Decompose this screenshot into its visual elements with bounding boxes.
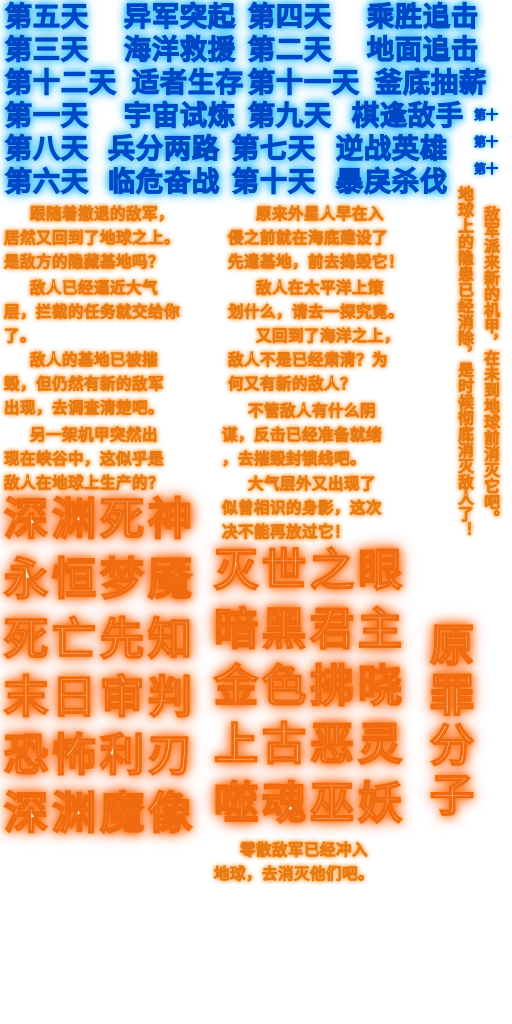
stage-title-day6: 第六天 bbox=[4, 167, 89, 198]
boss-name-world-eye: 灭世之眼 bbox=[213, 545, 406, 597]
story-p4-line2: 划什么，请去一探究竟。 bbox=[228, 303, 405, 322]
story-p7-line3: ，去摧毁封锁线吧。 bbox=[222, 450, 367, 469]
story-p10-line1: 零散敌军已经冲入 bbox=[240, 841, 369, 860]
boss-name-ancient-evil: 上古恶灵 bbox=[213, 719, 406, 771]
story-vertical-1: 敌军派来新的机甲，在未到地球前消灭它吧。 bbox=[482, 206, 501, 527]
stage-fragment-2: 第十 bbox=[474, 135, 499, 149]
stage-name-day4: 乘胜追击 bbox=[366, 2, 479, 33]
stage-name-day5: 异军突起 bbox=[123, 2, 236, 33]
stage-name-day7: 逆战英雄 bbox=[335, 134, 448, 165]
stage-name-day12: 适者生存 bbox=[131, 68, 244, 99]
story-p3-line3: 了。 bbox=[4, 327, 37, 346]
story-p2-line2: 侵之前就在海底建设了 bbox=[228, 229, 389, 248]
stage-name-day11: 釜底抽薪 bbox=[374, 68, 487, 99]
stage-name-day1: 宇宙试炼 bbox=[123, 101, 236, 132]
stage-name-day2: 地面追击 bbox=[366, 35, 479, 66]
boss-name-soul-lich: 噬魂巫妖 bbox=[213, 778, 406, 830]
stage-name-day10: 暴戾杀伐 bbox=[335, 167, 448, 198]
boss-name-terror-blade: 恐怖利刃 bbox=[3, 730, 196, 782]
story-p2-line3: 先遣基地，前去捣毁它！ bbox=[228, 253, 405, 272]
boss-name-death-prophet: 死亡先知 bbox=[3, 614, 196, 666]
stage-name-day8: 兵分两路 bbox=[107, 134, 220, 165]
boss-name-abyss-reaper: 深渊死神 bbox=[3, 494, 196, 546]
stage-title-day9: 第九天 bbox=[247, 101, 332, 132]
stage-fragment-3: 第十 bbox=[474, 162, 499, 176]
story-p10-line2: 地球，去消灭他们吧。 bbox=[214, 865, 375, 884]
story-p9-line3: 决不能再放过它！ bbox=[222, 523, 351, 542]
story-p5-line2: 敌人不是已经肃清？为 bbox=[228, 351, 389, 370]
story-p8-line2: 现在峡谷中，这似乎是 bbox=[4, 450, 165, 469]
story-p7-line2: 谋，反击已经准备就绪 bbox=[222, 426, 383, 445]
stage-title-day7: 第七天 bbox=[231, 134, 316, 165]
boss-name-vertical: 原罪分子 bbox=[421, 621, 474, 823]
story-p6-line1: 敌人的基地已被摧 bbox=[30, 351, 159, 370]
story-p5-line1: 又回到了海洋之上， bbox=[256, 327, 401, 346]
boss-name-doomsday-judgement: 末日审判 bbox=[3, 672, 196, 724]
stage-title-day8: 第八天 bbox=[4, 134, 89, 165]
story-p1-line2: 居然又回到了地球之上。 bbox=[4, 229, 181, 248]
stage-title-day3: 第三天 bbox=[4, 35, 89, 66]
stage-title-day10: 第十天 bbox=[231, 167, 316, 198]
stage-name-day6: 临危奋战 bbox=[107, 167, 220, 198]
stage-name-day9: 棋逢敌手 bbox=[351, 101, 464, 132]
stage-name-day3: 海洋救援 bbox=[123, 35, 236, 66]
stage-fragment-1: 第十 bbox=[474, 108, 499, 122]
boss-name-golden-dawn: 金色拂晓 bbox=[213, 661, 406, 713]
story-p3-line1: 敌人已经逼近大气 bbox=[30, 279, 159, 298]
story-p9-line2: 似曾相识的身影，这次 bbox=[222, 499, 383, 518]
boss-name-eternal-nightmare: 永恒梦魇 bbox=[3, 554, 196, 606]
story-p5-line3: 何又有新的敌人？ bbox=[228, 375, 357, 394]
stage-title-day5: 第五天 bbox=[4, 2, 89, 33]
story-p2-line1: 原来外星人早在入 bbox=[256, 205, 385, 224]
story-p6-line3: 出现，去调查清楚吧。 bbox=[4, 399, 165, 418]
boss-name-abyss-golem: 深渊魔像 bbox=[3, 788, 196, 840]
stage-title-day12: 第十二天 bbox=[4, 68, 117, 99]
story-p8-line3: 敌人在地球上生产的？ bbox=[4, 474, 165, 493]
stage-title-day2: 第二天 bbox=[247, 35, 332, 66]
story-p4-line1: 敌人在太平洋上策 bbox=[256, 279, 385, 298]
story-p1-line1: 跟随着撤退的敌军， bbox=[30, 205, 175, 224]
stage-title-day1: 第一天 bbox=[4, 101, 89, 132]
story-p8-line1: 另一架机甲突然出 bbox=[30, 426, 159, 445]
story-p3-line2: 层，拦截的任务就交给你 bbox=[4, 303, 181, 322]
story-p7-line1: 不管敌人有什么阴 bbox=[248, 402, 377, 421]
story-p1-line3: 是敌方的隐藏基地吗？ bbox=[4, 253, 165, 272]
story-vertical-2: 地球上的隐患已经消除，是时候彻底消灭敌人了！ bbox=[456, 186, 475, 539]
story-p6-line2: 毁，但仍然有新的敌军 bbox=[4, 375, 165, 394]
stage-title-day4: 第四天 bbox=[247, 2, 332, 33]
stage-title-day11: 第十一天 bbox=[247, 68, 360, 99]
boss-name-dark-lord: 暗黑君主 bbox=[213, 604, 406, 656]
story-p9-line1: 大气层外又出现了 bbox=[248, 475, 377, 494]
